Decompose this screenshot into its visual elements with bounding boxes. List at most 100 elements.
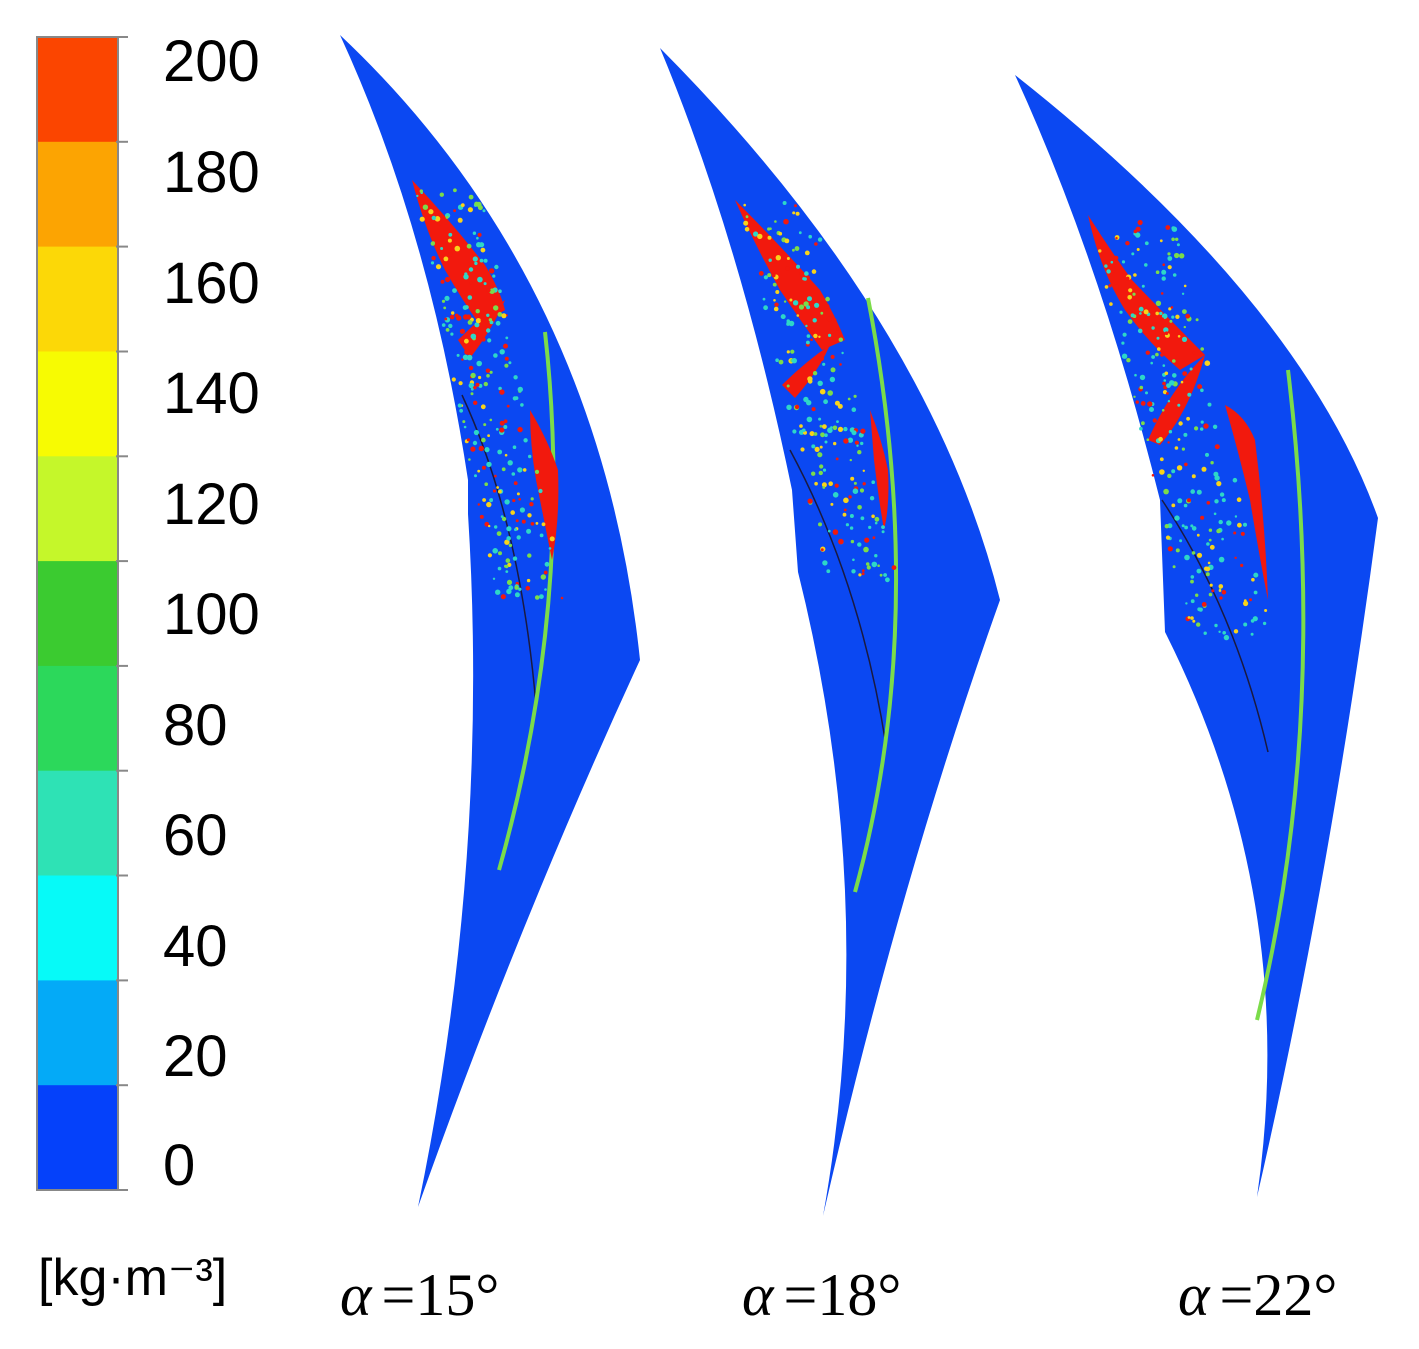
density-speckle (836, 420, 839, 423)
colorbar-tick-40: 40 (163, 914, 228, 979)
density-speckle (468, 365, 474, 371)
colorbar-tick-100: 100 (163, 582, 260, 647)
density-speckle (1191, 474, 1196, 479)
colorbar-frame (36, 36, 119, 1191)
density-speckle (1184, 525, 1188, 530)
density-speckle (1161, 313, 1168, 320)
density-speckle (1109, 302, 1113, 306)
blade-panel-alpha-15: α =15° (340, 35, 640, 1328)
density-speckle (494, 525, 498, 529)
density-speckle (504, 356, 509, 361)
density-speckle (790, 349, 795, 354)
density-speckle (854, 440, 860, 445)
colorbar-band (37, 561, 118, 667)
density-speckle (506, 526, 512, 532)
density-speckle (783, 218, 789, 225)
density-speckle (791, 358, 797, 364)
density-speckle (1152, 418, 1158, 423)
density-speckle (769, 227, 772, 230)
density-speckle (1155, 270, 1160, 275)
speckle-field (1098, 219, 1268, 641)
density-speckle (1125, 276, 1130, 281)
density-speckle (804, 271, 809, 276)
density-speckle (486, 288, 491, 293)
density-speckle (1180, 380, 1184, 384)
density-speckle (807, 498, 813, 504)
density-speckle (856, 444, 859, 447)
density-speckle (1169, 319, 1173, 323)
density-speckle (1137, 219, 1143, 226)
density-speckle (1240, 563, 1244, 568)
density-speckle (1155, 311, 1159, 316)
density-speckle (1163, 379, 1167, 382)
density-speckle (1167, 441, 1170, 444)
density-speckle (891, 565, 897, 570)
density-speckle (419, 216, 425, 222)
density-speckle (486, 313, 490, 317)
density-speckle (1114, 255, 1119, 261)
density-speckle (786, 257, 790, 260)
blade-passage-shape (340, 35, 640, 1207)
density-speckle (1250, 632, 1254, 636)
density-speckle (857, 505, 862, 510)
density-speckle (817, 237, 823, 242)
density-speckle (1160, 353, 1164, 357)
density-speckle (504, 564, 507, 568)
speckle-field (416, 188, 564, 600)
density-speckle (851, 569, 856, 574)
density-speckle (443, 306, 447, 310)
density-speckle (1168, 430, 1173, 434)
density-speckle (496, 531, 502, 536)
density-speckle (1210, 461, 1214, 465)
colorbar-band (37, 456, 118, 562)
density-speckle (1163, 327, 1169, 333)
density-speckle (441, 299, 446, 303)
density-speckle (883, 573, 887, 577)
density-speckle (809, 431, 815, 437)
density-speckle (463, 274, 469, 280)
density-speckle (1218, 630, 1221, 633)
density-speckle (838, 538, 844, 545)
density-speckle (535, 522, 539, 525)
density-speckle (1164, 524, 1170, 529)
colorbar-tick-20: 20 (163, 1024, 228, 1089)
density-speckle (836, 327, 839, 331)
density-speckle (1243, 522, 1247, 527)
blade-passage-shape (660, 48, 1000, 1216)
density-speckle (1222, 631, 1226, 635)
density-speckle (863, 546, 869, 553)
density-speckle (488, 318, 493, 322)
density-speckle (549, 536, 555, 542)
density-speckle (1182, 309, 1187, 314)
density-speckle (1156, 336, 1160, 340)
density-speckle (808, 234, 812, 239)
density-speckle (812, 318, 817, 323)
density-speckle (1200, 388, 1204, 393)
colorbar-bands (37, 37, 118, 1191)
density-speckle (506, 536, 512, 541)
density-speckle (451, 311, 455, 315)
density-speckle (467, 295, 473, 300)
density-speckle (483, 258, 488, 263)
density-speckle (543, 570, 548, 575)
density-speckle (504, 453, 508, 457)
density-speckle (799, 271, 803, 276)
density-speckle (800, 447, 805, 452)
speckle-field (743, 201, 897, 583)
colorbar-tick-180: 180 (163, 140, 260, 205)
density-speckle (1196, 552, 1203, 558)
density-speckle (459, 408, 463, 413)
density-speckle (1195, 318, 1199, 322)
density-speckle (1166, 392, 1169, 395)
density-speckle (1183, 284, 1187, 288)
density-speckle (1165, 225, 1171, 230)
density-speckle (1243, 600, 1249, 607)
blade-panel-alpha-22: α =22° (1015, 75, 1378, 1328)
density-speckle (431, 255, 436, 261)
density-speckle (1206, 542, 1210, 546)
density-speckle (1133, 229, 1138, 234)
density-speckle (448, 323, 453, 329)
density-speckle (431, 215, 436, 221)
density-speckle (1163, 488, 1169, 495)
density-speckle (470, 372, 476, 379)
